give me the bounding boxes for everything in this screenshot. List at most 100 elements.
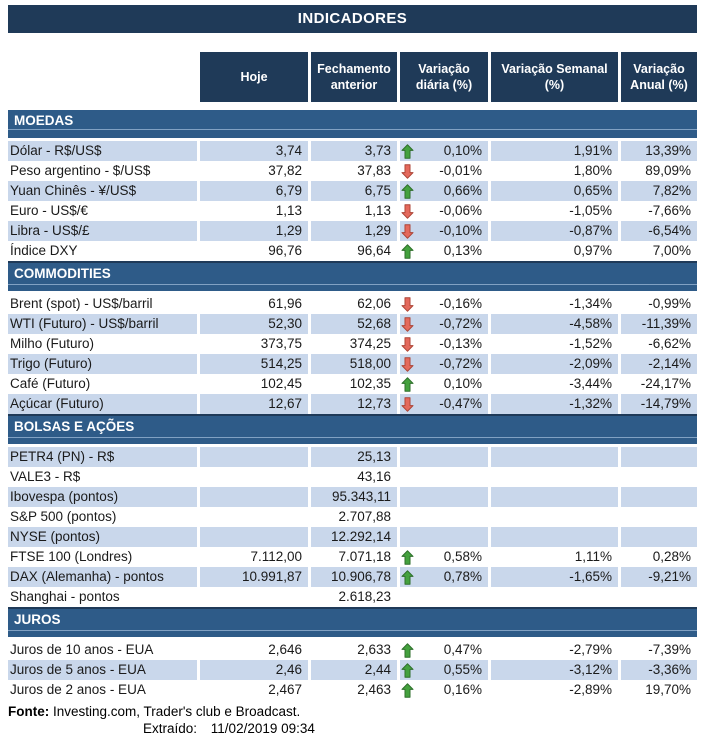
extracted-line: Extraído: 11/02/2019 09:34	[8, 720, 697, 737]
table-row: Shanghai - pontos 2.618,23	[8, 587, 697, 607]
cell-fechamento-anterior: 2,633	[357, 642, 391, 657]
source-line: Fonte: Investing.com, Trader's club e Br…	[8, 703, 697, 720]
cell-hoje: 7.112,00	[250, 549, 302, 564]
table-row: Açúcar (Futuro) 12,67 12,73 -0,47% -1,32…	[8, 394, 697, 414]
cell-variacao-anual: -0,99%	[648, 296, 691, 311]
cell-variacao-diaria: -0,47%	[400, 394, 488, 414]
cell-hoje: 6,79	[200, 181, 308, 201]
variacao-diaria-value: -0,10%	[439, 223, 482, 238]
cell-variacao-diaria: 0,10%	[400, 141, 488, 161]
cell-variacao-diaria: 0,13%	[400, 241, 488, 261]
cell-variacao-anual: -2,14%	[621, 354, 697, 374]
cell-variacao-diaria	[400, 527, 488, 547]
cell-variacao-anual: 19,70%	[645, 682, 691, 697]
cell-variacao-semanal: 1,80%	[573, 163, 612, 178]
table-row: Peso argentino - $/US$ 37,82 37,83 -0,01…	[8, 161, 697, 181]
cell-variacao-diaria: 0,16%	[400, 680, 488, 700]
cell-variacao-anual: 89,09%	[645, 163, 691, 178]
row-label: Peso argentino - $/US$	[10, 163, 151, 178]
table-row: Yuan Chinês - ¥/US$ 6,79 6,75 0,66% 0,65…	[8, 181, 697, 201]
cell-variacao-anual	[621, 527, 697, 547]
trend-arrow-icon	[401, 223, 414, 239]
section-header-bar: MOEDAS	[8, 110, 697, 138]
row-label: S&P 500 (pontos)	[10, 509, 117, 524]
table-row: S&P 500 (pontos) 2.707,88	[8, 507, 697, 527]
variacao-diaria-value: 0,16%	[443, 682, 482, 697]
cell-fechamento-anterior: 25,13	[311, 447, 397, 467]
column-header-row: Hoje Fechamento anterior Variação diária…	[8, 52, 697, 102]
cell-variacao-diaria: 0,55%	[400, 660, 488, 680]
row-label: Yuan Chinês - ¥/US$	[8, 181, 197, 201]
variacao-diaria-value: -0,01%	[439, 163, 482, 178]
cell-variacao-anual: -7,39%	[648, 642, 691, 657]
cell-variacao-anual: -3,36%	[621, 660, 697, 680]
table-row: WTI (Futuro) - US$/barril 52,30 52,68 -0…	[8, 314, 697, 334]
trend-arrow-icon	[401, 336, 414, 352]
cell-variacao-semanal: -0,87%	[491, 221, 618, 241]
trend-arrow-icon	[401, 376, 414, 392]
table-row: Dólar - R$/US$ 3,74 3,73 0,10% 1,91% 13,…	[8, 141, 697, 161]
cell-hoje: 52,30	[200, 314, 308, 334]
row-label: Açúcar (Futuro)	[8, 394, 197, 414]
table-section: COMMODITIES Brent (spot) - US$/barril 61…	[8, 261, 697, 414]
cell-variacao-diaria: 0,78%	[400, 567, 488, 587]
cell-variacao-diaria	[400, 467, 488, 487]
table-section: MOEDAS Dólar - R$/US$ 3,74 3,73 0,10% 1,…	[8, 110, 697, 261]
cell-variacao-diaria: -0,01%	[400, 161, 488, 181]
cell-hoje: 12,67	[200, 394, 308, 414]
cell-variacao-semanal: -4,58%	[491, 314, 618, 334]
cell-hoje	[200, 507, 308, 527]
row-label: Café (Futuro)	[10, 376, 91, 391]
table-section: BOLSAS E AÇÕES PETR4 (PN) - R$ 25,13 VAL…	[8, 414, 697, 607]
trend-arrow-icon	[401, 243, 414, 259]
cell-variacao-anual: -9,21%	[621, 567, 697, 587]
cell-hoje	[200, 527, 308, 547]
trend-arrow-icon	[401, 396, 414, 412]
trend-arrow-icon	[401, 203, 414, 219]
cell-variacao-anual	[621, 507, 697, 527]
row-label: Dólar - R$/US$	[8, 141, 197, 161]
cell-variacao-anual: -24,17%	[640, 376, 691, 391]
section-rows: Brent (spot) - US$/barril 61,96 62,06 -0…	[8, 294, 697, 414]
cell-variacao-diaria: -0,13%	[400, 334, 488, 354]
cell-hoje	[200, 447, 308, 467]
trend-arrow-icon	[401, 682, 414, 698]
column-header-hoje: Hoje	[200, 52, 308, 102]
table-row: DAX (Alemanha) - pontos 10.991,87 10.906…	[8, 567, 697, 587]
trend-arrow-icon	[401, 569, 414, 585]
cell-variacao-anual	[621, 587, 697, 607]
cell-variacao-anual: -7,66%	[648, 203, 691, 218]
variacao-diaria-value: -0,72%	[439, 316, 482, 331]
cell-variacao-semanal: 0,65%	[491, 181, 618, 201]
row-label: Juros de 2 anos - EUA	[10, 682, 146, 697]
cell-fechamento-anterior: 43,16	[357, 469, 391, 484]
header-spacer	[8, 52, 197, 102]
row-label: DAX (Alemanha) - pontos	[8, 567, 197, 587]
extracted-label: Extraído:	[143, 721, 198, 736]
cell-variacao-diaria	[400, 487, 488, 507]
row-label: NYSE (pontos)	[8, 527, 197, 547]
table-row: Juros de 2 anos - EUA 2,467 2,463 0,16% …	[8, 680, 697, 700]
cell-variacao-diaria: 0,58%	[400, 547, 488, 567]
cell-variacao-anual: 13,39%	[621, 141, 697, 161]
cell-hoje: 2,46	[200, 660, 308, 680]
cell-variacao-semanal: 0,97%	[573, 243, 612, 258]
cell-variacao-semanal: -3,44%	[569, 376, 612, 391]
cell-fechamento-anterior: 10.906,78	[311, 567, 397, 587]
cell-variacao-semanal: -2,79%	[569, 642, 612, 657]
cell-variacao-anual: 7,00%	[652, 243, 691, 258]
row-label: FTSE 100 (Londres)	[10, 549, 133, 564]
cell-variacao-semanal	[491, 527, 618, 547]
trend-arrow-icon	[401, 549, 414, 565]
section-title: COMMODITIES	[14, 266, 111, 281]
extracted-timestamp: 11/02/2019 09:34	[210, 721, 315, 736]
cell-variacao-diaria: -0,06%	[400, 201, 488, 221]
trend-arrow-icon	[401, 316, 414, 332]
trend-arrow-icon	[401, 163, 414, 179]
section-title: BOLSAS E AÇÕES	[14, 419, 135, 434]
cell-fechamento-anterior: 12.292,14	[311, 527, 397, 547]
cell-fechamento-anterior: 3,73	[311, 141, 397, 161]
cell-variacao-anual	[621, 447, 697, 467]
table-row: PETR4 (PN) - R$ 25,13	[8, 447, 697, 467]
